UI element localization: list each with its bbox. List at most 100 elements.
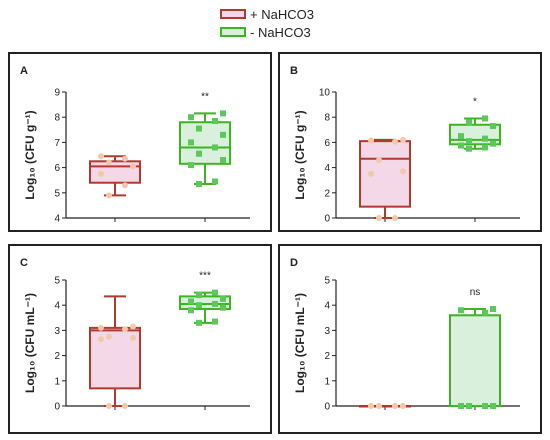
data-point bbox=[458, 307, 464, 314]
y-tick-label: 6 bbox=[54, 163, 60, 174]
data-point bbox=[392, 215, 398, 221]
legend-label-plus: + NaHCO3 bbox=[250, 6, 314, 22]
data-point bbox=[212, 318, 218, 325]
data-point bbox=[400, 136, 406, 143]
legend-item-plus: + NaHCO3 bbox=[220, 6, 314, 22]
box-plus-nahco3 bbox=[89, 153, 141, 199]
data-point bbox=[130, 323, 136, 330]
panel-letter-a: A bbox=[20, 65, 28, 77]
y-tick-label: 6 bbox=[324, 138, 330, 149]
data-point bbox=[196, 125, 202, 132]
data-point bbox=[122, 326, 128, 333]
data-point bbox=[490, 403, 496, 409]
y-tick-label: 5 bbox=[54, 276, 60, 287]
data-point bbox=[466, 138, 472, 145]
data-point bbox=[376, 215, 382, 221]
panel-c: C 0 1 2 3 4 5 Log₁₀ (CFU mL⁻¹) *** bbox=[8, 244, 272, 434]
chart-b: 0 2 4 6 8 10 Log₁₀ (CFU g⁻¹) * bbox=[293, 88, 520, 225]
y-tick-label: 8 bbox=[54, 113, 60, 124]
data-point bbox=[458, 403, 464, 409]
data-point bbox=[106, 192, 112, 199]
box-plus-nahco3 bbox=[359, 136, 411, 221]
data-point bbox=[376, 157, 382, 164]
panel-a: A 4 5 6 7 8 9 Log₁₀ (CFU g⁻¹) ** bbox=[8, 52, 272, 232]
y-tick-label: 1 bbox=[54, 376, 60, 387]
y-tick-label: 2 bbox=[324, 188, 330, 199]
data-point bbox=[196, 180, 202, 187]
data-point bbox=[98, 336, 104, 343]
data-point bbox=[106, 333, 112, 340]
data-point bbox=[196, 302, 202, 309]
data-point bbox=[490, 305, 496, 312]
box-minus-nahco3 bbox=[449, 305, 501, 409]
data-point bbox=[212, 178, 218, 185]
y-tick-label: 7 bbox=[54, 138, 60, 149]
data-point bbox=[188, 307, 194, 314]
chart-c: 0 1 2 3 4 5 Log₁₀ (CFU mL⁻¹) *** bbox=[23, 271, 250, 413]
data-point bbox=[122, 182, 128, 189]
legend-label-minus: - NaHCO3 bbox=[250, 24, 311, 40]
data-point bbox=[490, 123, 496, 130]
y-axis-label: Log₁₀ (CFU mL⁻¹) bbox=[23, 293, 37, 393]
data-point bbox=[212, 300, 218, 307]
y-tick-label: 4 bbox=[54, 214, 60, 225]
y-tick-label: 9 bbox=[54, 88, 60, 99]
panel-letter-d: D bbox=[290, 257, 298, 269]
data-point bbox=[376, 403, 382, 409]
data-point bbox=[482, 309, 488, 316]
data-point bbox=[130, 334, 136, 341]
data-point bbox=[106, 403, 112, 409]
data-point bbox=[482, 135, 488, 142]
y-tick-label: 0 bbox=[324, 402, 330, 413]
data-point bbox=[458, 142, 464, 149]
y-tick-label: 3 bbox=[324, 326, 330, 337]
data-point bbox=[368, 403, 374, 409]
data-point bbox=[392, 403, 398, 409]
legend-swatch-plus bbox=[220, 9, 246, 19]
data-point bbox=[490, 140, 496, 147]
data-point bbox=[458, 133, 464, 140]
data-point bbox=[368, 137, 374, 144]
data-point bbox=[188, 298, 194, 305]
data-point bbox=[130, 163, 136, 170]
panel-b: B 0 2 4 6 8 10 Log₁₀ (CFU g⁻¹) * bbox=[278, 52, 542, 232]
significance-label: *** bbox=[199, 271, 211, 282]
significance-label: * bbox=[473, 96, 477, 107]
data-point bbox=[220, 131, 226, 138]
data-point bbox=[220, 110, 226, 117]
data-point bbox=[466, 403, 472, 409]
y-tick-label: 4 bbox=[54, 301, 60, 312]
data-point bbox=[106, 159, 112, 166]
y-tick-label: 3 bbox=[54, 326, 60, 337]
data-point bbox=[482, 144, 488, 151]
data-point bbox=[220, 304, 226, 311]
data-point bbox=[368, 170, 374, 177]
y-tick-label: 5 bbox=[324, 276, 330, 287]
box-plus-nahco3 bbox=[89, 295, 141, 409]
y-tick-label: 2 bbox=[54, 351, 60, 362]
legend-swatch-minus bbox=[220, 27, 246, 37]
panel-letter-c: C bbox=[20, 257, 28, 269]
data-point bbox=[220, 295, 226, 302]
y-tick-label: 5 bbox=[54, 188, 60, 199]
data-point bbox=[188, 139, 194, 146]
y-axis-label: Log₁₀ (CFU mL⁻¹) bbox=[293, 293, 307, 393]
data-point bbox=[482, 115, 488, 122]
data-point bbox=[212, 144, 218, 151]
data-point bbox=[188, 162, 194, 169]
data-point bbox=[122, 403, 128, 409]
chart-a: 4 5 6 7 8 9 Log₁₀ (CFU g⁻¹) ** bbox=[23, 88, 250, 225]
y-tick-label: 1 bbox=[324, 376, 330, 387]
legend-item-minus: - NaHCO3 bbox=[220, 24, 311, 40]
data-point bbox=[466, 119, 472, 126]
y-tick-label: 0 bbox=[324, 214, 330, 225]
data-point bbox=[392, 138, 398, 145]
box-iqr bbox=[449, 314, 501, 407]
data-point bbox=[98, 324, 104, 331]
data-point bbox=[482, 403, 488, 409]
y-tick-label: 2 bbox=[324, 351, 330, 362]
data-point bbox=[212, 117, 218, 124]
box-plus-nahco3 bbox=[359, 403, 411, 409]
data-point bbox=[196, 292, 202, 299]
y-tick-label: 10 bbox=[319, 88, 331, 99]
